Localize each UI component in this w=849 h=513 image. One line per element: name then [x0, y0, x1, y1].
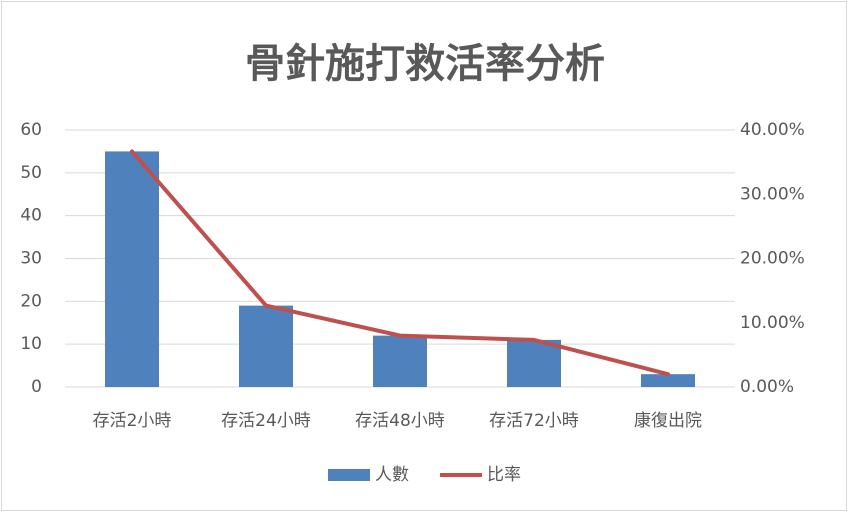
bar [507, 339, 561, 387]
chart-title: 骨針施打救活率分析 [245, 41, 605, 87]
bar [239, 305, 293, 387]
x-tick-label: 存活24小時 [221, 411, 311, 431]
y-tick-label: 10 [20, 334, 42, 354]
x-tick-label: 存活48小時 [355, 411, 445, 431]
x-tick-label: 存活72小時 [489, 411, 579, 431]
y2-tick-label: 40.00% [740, 120, 805, 140]
y-tick-label: 30 [20, 249, 42, 269]
bar [373, 335, 427, 387]
y-tick-label: 60 [20, 120, 42, 140]
y2-tick-label: 30.00% [740, 184, 805, 204]
y2-tick-label: 0.00% [740, 377, 794, 397]
y-tick-label: 0 [31, 377, 42, 397]
y-tick-label: 40 [20, 206, 42, 226]
line-series [130, 149, 670, 377]
y2-tick-label: 20.00% [740, 249, 805, 269]
legend-swatch [328, 469, 370, 481]
legend-label: 比率 [487, 465, 521, 485]
x-tick-label: 康復出院 [634, 411, 702, 431]
legend-label: 人數 [375, 465, 409, 485]
x-tick-label: 存活2小時 [93, 411, 172, 431]
bar [641, 374, 695, 387]
y2-tick-label: 10.00% [740, 313, 805, 333]
bar [105, 151, 159, 387]
y-tick-label: 20 [20, 291, 42, 311]
y-tick-label: 50 [20, 163, 42, 183]
